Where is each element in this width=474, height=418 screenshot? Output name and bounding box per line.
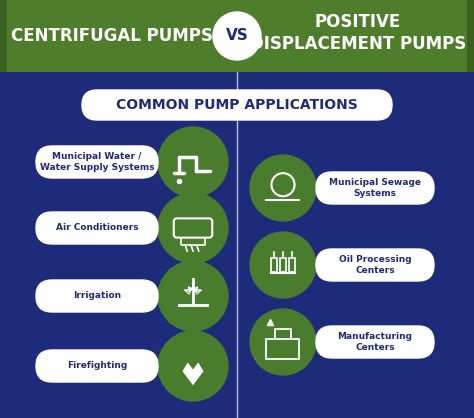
Polygon shape [182, 362, 203, 385]
FancyBboxPatch shape [0, 0, 7, 72]
FancyBboxPatch shape [82, 90, 392, 120]
Text: VS: VS [226, 28, 248, 43]
Text: Oil Processing
Centers: Oil Processing Centers [339, 255, 411, 275]
Circle shape [250, 232, 316, 298]
Text: Firefighting: Firefighting [67, 362, 127, 370]
FancyBboxPatch shape [36, 280, 158, 312]
Circle shape [213, 12, 261, 60]
Circle shape [250, 309, 316, 375]
Text: Municipal Sewage
Systems: Municipal Sewage Systems [329, 178, 421, 198]
FancyBboxPatch shape [316, 249, 434, 281]
FancyBboxPatch shape [36, 212, 158, 244]
FancyBboxPatch shape [36, 146, 158, 178]
Circle shape [250, 155, 316, 221]
Text: Municipal Water /
Water Supply Systems: Municipal Water / Water Supply Systems [40, 152, 155, 172]
Text: COMMON PUMP APPLICATIONS: COMMON PUMP APPLICATIONS [116, 98, 358, 112]
Circle shape [158, 127, 228, 197]
FancyBboxPatch shape [316, 172, 434, 204]
FancyBboxPatch shape [0, 0, 474, 72]
FancyBboxPatch shape [467, 0, 474, 72]
Text: Irrigation: Irrigation [73, 291, 121, 301]
Text: CENTRIFUGAL PUMPS: CENTRIFUGAL PUMPS [11, 27, 213, 45]
Text: POSITIVE
DISPLACEMENT PUMPS: POSITIVE DISPLACEMENT PUMPS [250, 13, 466, 53]
FancyBboxPatch shape [36, 350, 158, 382]
Circle shape [158, 261, 228, 331]
FancyBboxPatch shape [316, 326, 434, 358]
Circle shape [158, 193, 228, 263]
Text: Manufacturing
Centers: Manufacturing Centers [337, 332, 412, 352]
Circle shape [158, 331, 228, 401]
Text: Air Conditioners: Air Conditioners [55, 224, 138, 232]
